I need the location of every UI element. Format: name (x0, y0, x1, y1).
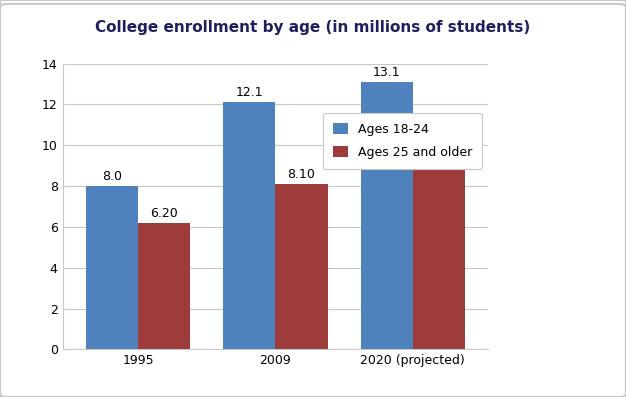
Bar (86, 186, 138, 349)
Text: 12.1: 12.1 (235, 86, 263, 99)
Legend: Ages 18-24, Ages 25 and older: Ages 18-24, Ages 25 and older (323, 113, 482, 169)
Bar (138, 223, 190, 349)
Bar (361, 82, 413, 349)
Text: College enrollment by age (in millions of students): College enrollment by age (in millions o… (95, 20, 531, 35)
Bar (275, 184, 327, 349)
Text: 9.60: 9.60 (425, 137, 453, 150)
Text: 13.1: 13.1 (373, 66, 401, 79)
Bar (413, 153, 465, 349)
Text: 8.10: 8.10 (287, 168, 316, 181)
Text: 8.0: 8.0 (102, 170, 122, 183)
Bar (223, 102, 275, 349)
Text: 6.20: 6.20 (150, 207, 178, 220)
FancyBboxPatch shape (0, 4, 626, 397)
